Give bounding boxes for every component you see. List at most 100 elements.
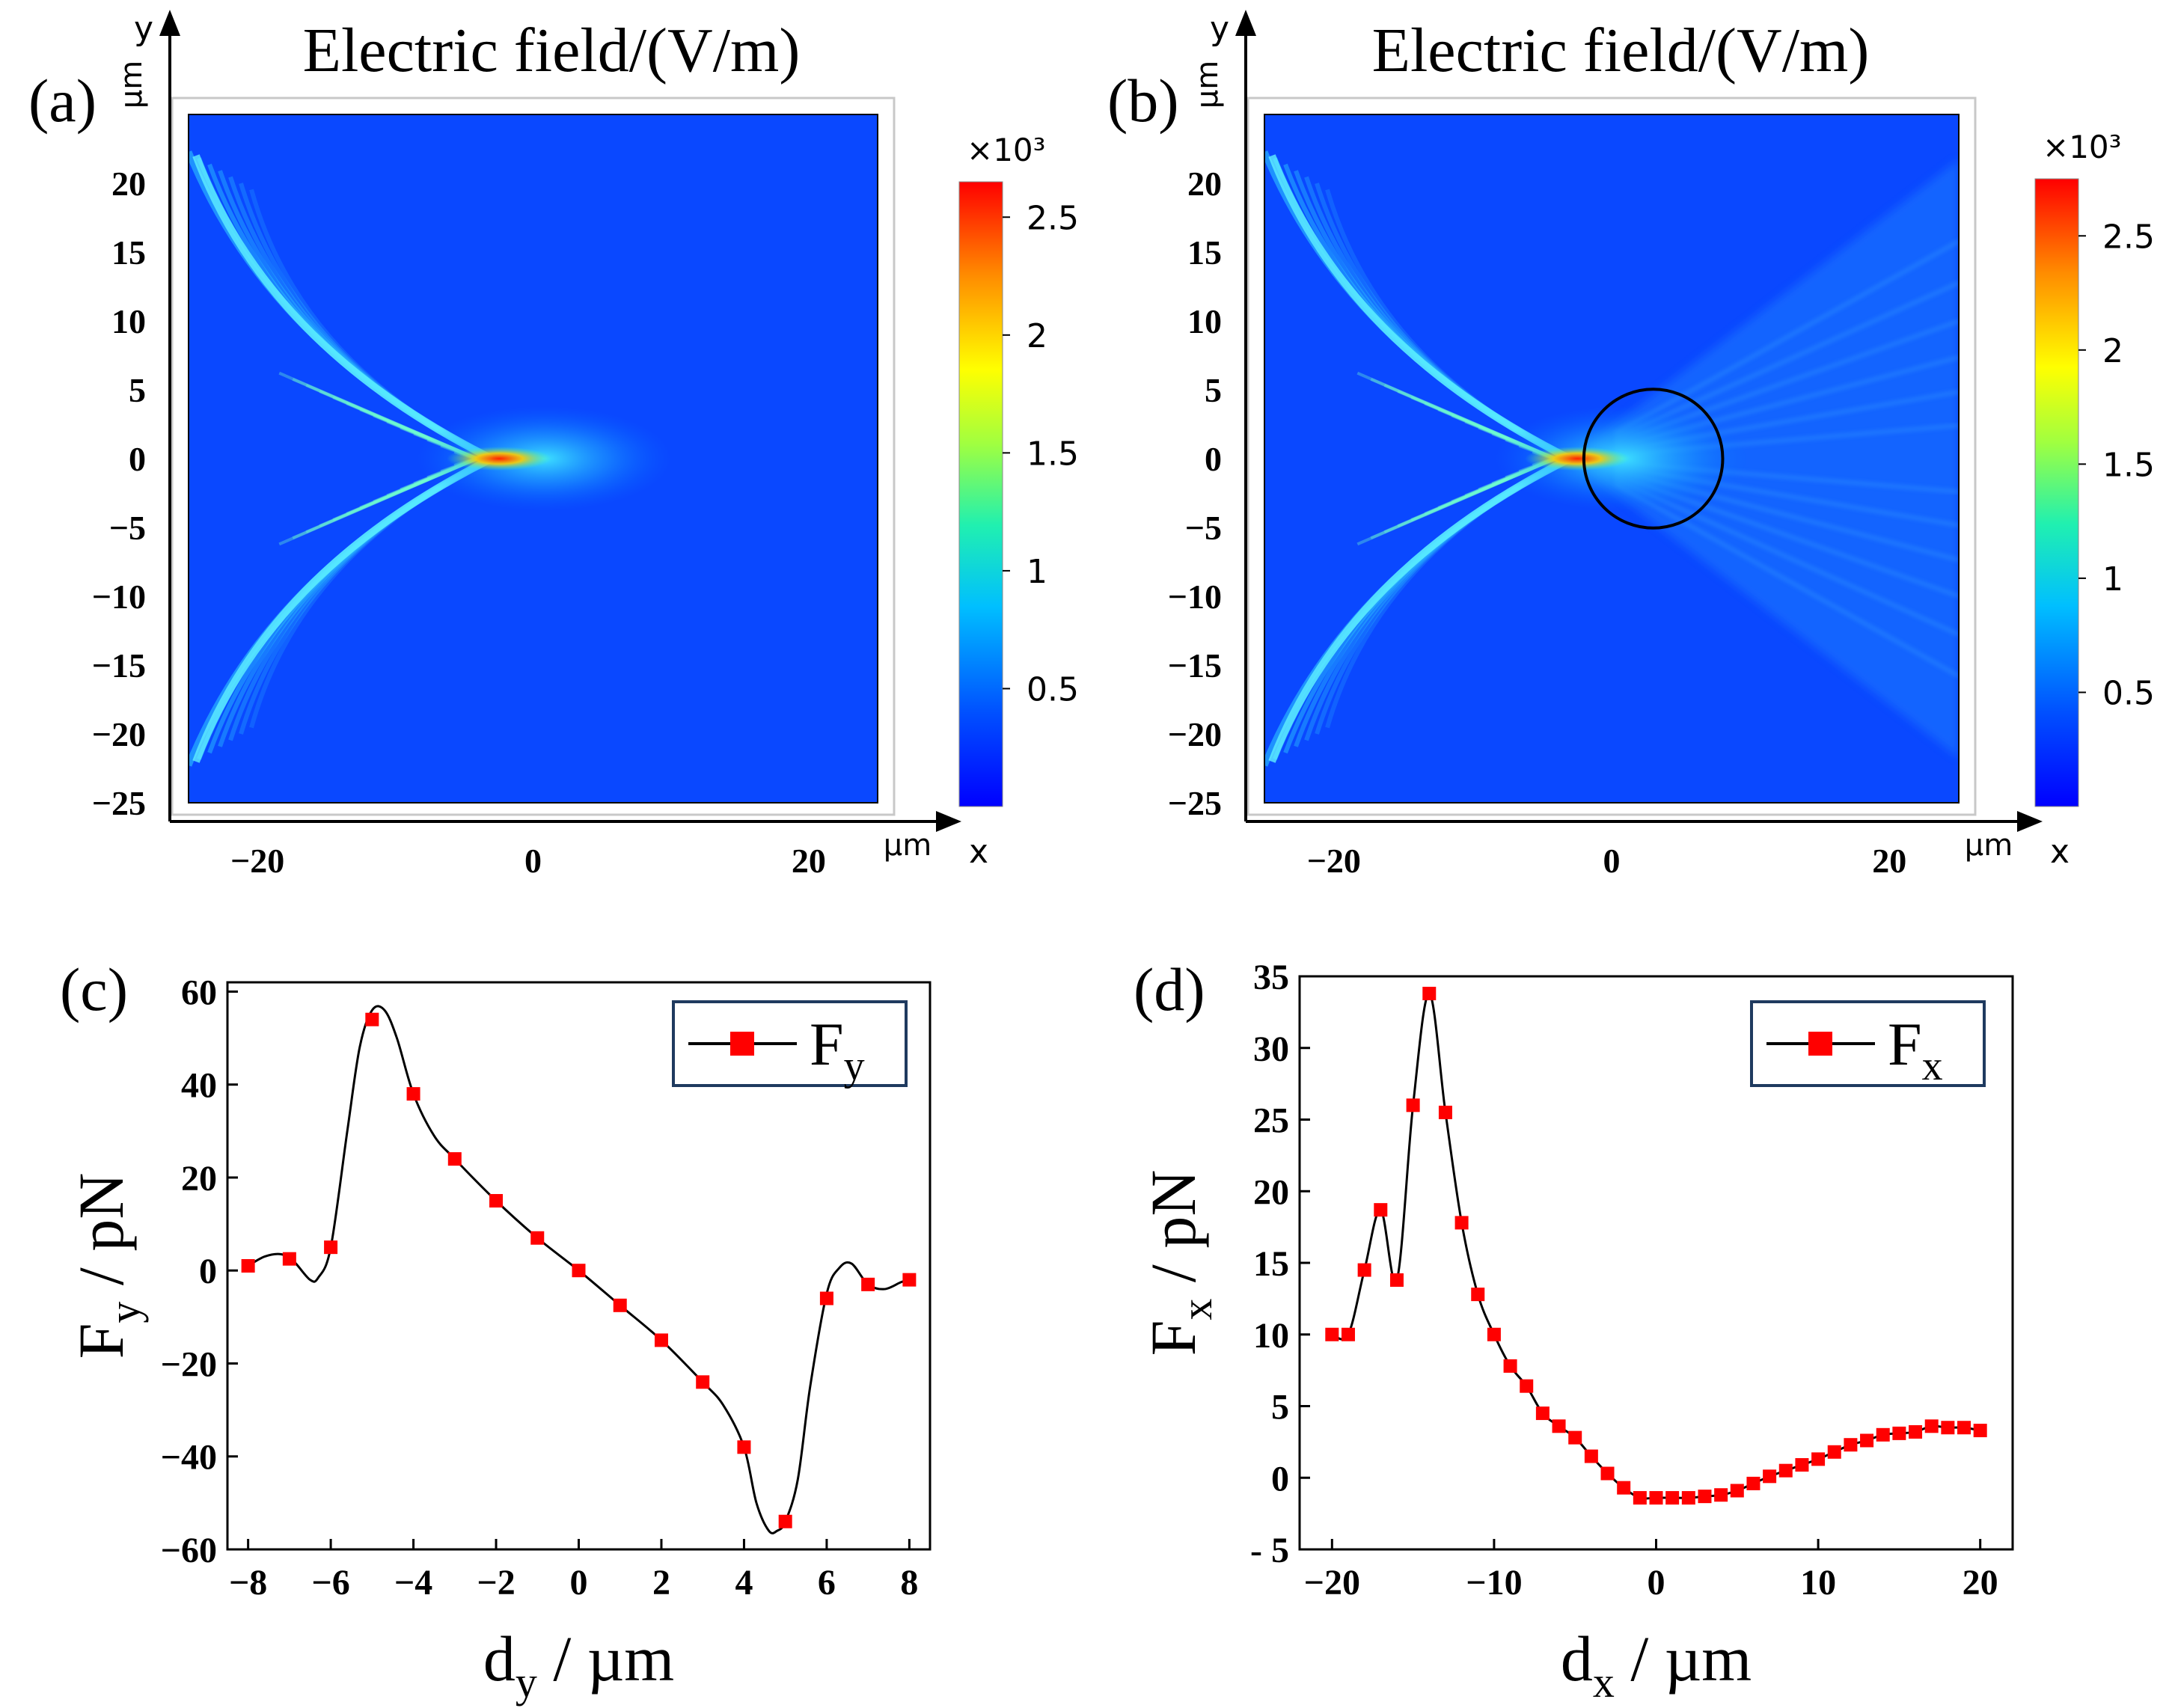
data-point [861, 1277, 875, 1291]
data-point [1941, 1421, 1955, 1435]
colorbar-b: 0.5 1 1.5 2 2.5 ×10³ [2034, 129, 2155, 807]
y-tick-label: −5 [1185, 509, 1222, 547]
colorbar-tick-label: 1.5 [2102, 446, 2155, 484]
title-a: Electric field/(V/m) [303, 16, 801, 85]
axes-a: y µm x µm 20 15 10 5 0 −5 −10 −15 −20 −25 −20 0 20 [92, 10, 988, 880]
data-point [489, 1194, 504, 1208]
data-point [1325, 1327, 1339, 1341]
y-tick-label: −5 [109, 509, 146, 547]
x-tick-label: −6 [311, 1563, 349, 1603]
y-tick-label: 10 [1253, 1316, 1289, 1356]
data-point [572, 1264, 586, 1278]
y-tick-label: −40 [161, 1438, 217, 1478]
data-point [1633, 1491, 1647, 1505]
y-tick-label: −20 [1168, 715, 1222, 753]
data-point [1795, 1458, 1809, 1472]
x-tick-label: −20 [230, 842, 284, 880]
colorbar-tick-label: 2.5 [2102, 218, 2155, 256]
data-point [1860, 1433, 1874, 1448]
data-point [1730, 1484, 1744, 1498]
y-tick-label: 5 [1271, 1388, 1289, 1427]
data-point [778, 1514, 792, 1528]
y-tick-label: −25 [1168, 784, 1222, 822]
y-tick-label: −25 [92, 784, 146, 822]
focus-hotspot [1525, 447, 1630, 471]
axes-b: y µm x µm 20 15 10 5 0 −5 −10 −15 −20 −25 −20 0 20 [1168, 10, 2070, 880]
x-axis-label: x [969, 833, 988, 871]
panel-a: (a) Electric field/(V/m) yµmxµm20151050−… [28, 10, 1079, 880]
x-tick-label: −20 [1307, 842, 1361, 880]
panel-label-b: (b) [1107, 67, 1179, 135]
colorbar-tick-label: 2 [1027, 317, 1047, 355]
colorbar-tick-label: 1.5 [1027, 435, 1079, 473]
colorbar-exponent: ×10³ [2043, 129, 2121, 165]
x-axis-label: x [2050, 833, 2070, 871]
data-point [1520, 1379, 1534, 1393]
y-tick-label: 5 [1205, 371, 1222, 409]
data-point [1811, 1452, 1826, 1466]
y-tick-label: 20 [181, 1159, 217, 1199]
x-tick-label: 20 [1963, 1563, 1998, 1603]
panel-d: (d) 35 30 25 20 15 10 5 0 - 5 −20 −10 0 10 20 dx / µm F… [1134, 955, 2014, 1707]
y-tick-label: −20 [92, 715, 146, 753]
data-point [613, 1298, 627, 1312]
data-point [1892, 1426, 1906, 1440]
x-tick-label: 4 [735, 1563, 753, 1603]
data-point [819, 1291, 833, 1306]
colorbar-a: 0.5 1 1.5 2 2.5 ×10³ [958, 132, 1079, 807]
data-point [902, 1273, 917, 1287]
legend-label: Fx [1888, 1010, 1943, 1089]
panel-b: (b) Electric field/(V/m) yµmxµm20151050−… [1107, 10, 2155, 880]
x-axis-arrow [936, 811, 961, 832]
x-tick-label: 2 [652, 1563, 670, 1603]
y-tick-label: −20 [161, 1344, 217, 1384]
x-tick-label: −2 [477, 1563, 515, 1603]
data-point [1600, 1466, 1615, 1481]
heatmap-a [188, 114, 878, 804]
panel-label-c: (c) [60, 955, 128, 1023]
wavefront-main [192, 154, 494, 462]
y-tick-label: 30 [1253, 1029, 1289, 1069]
y-tick-label: 20 [1253, 1172, 1289, 1212]
colorbar-tick-label: 2 [2102, 332, 2123, 370]
x-axis-unit: µm [1965, 828, 2013, 863]
data-point [365, 1012, 379, 1026]
data-point [1471, 1288, 1485, 1302]
x-axis-title: dy / µm [483, 1623, 674, 1707]
data-point [324, 1240, 338, 1255]
data-point [737, 1440, 751, 1454]
colorbar-gradient [2034, 178, 2079, 807]
y-tick-label: −60 [161, 1531, 217, 1570]
data-point [1374, 1203, 1388, 1217]
x-tick-label: 0 [524, 842, 542, 880]
wavefront-main [1268, 154, 1572, 462]
wavefront-main [192, 455, 494, 763]
data-point [1584, 1449, 1598, 1463]
x-tick-label: −4 [394, 1563, 432, 1603]
data-point [1698, 1490, 1712, 1504]
x-tick-label: 0 [1648, 1563, 1665, 1603]
data-point [696, 1375, 710, 1389]
x-tick-label: 20 [792, 842, 826, 880]
plot-border [1264, 114, 1960, 804]
data-point [1617, 1481, 1631, 1495]
data-point [1957, 1421, 1971, 1435]
y-axis-label: y [1210, 10, 1229, 48]
data-point [1503, 1359, 1517, 1373]
x-tick-label: −10 [1466, 1563, 1522, 1603]
data-point [1406, 1098, 1420, 1112]
title-b: Electric field/(V/m) [1372, 16, 1870, 85]
y-axis-title: Fx / pN [1137, 1170, 1221, 1356]
data-point [1665, 1491, 1680, 1505]
colorbar-tick-label: 0.5 [1027, 670, 1079, 708]
y-tick-label: 10 [111, 302, 146, 340]
legend-marker [730, 1032, 754, 1056]
plot-frame [171, 97, 896, 816]
particle-outline [1582, 388, 1725, 530]
y-axis-title: Fy / pN [65, 1173, 149, 1359]
x-tick-label: −8 [229, 1563, 267, 1603]
y-tick-label: 20 [111, 165, 146, 203]
y-axis-unit: µm [114, 61, 149, 108]
y-axis-label: y [134, 10, 153, 48]
